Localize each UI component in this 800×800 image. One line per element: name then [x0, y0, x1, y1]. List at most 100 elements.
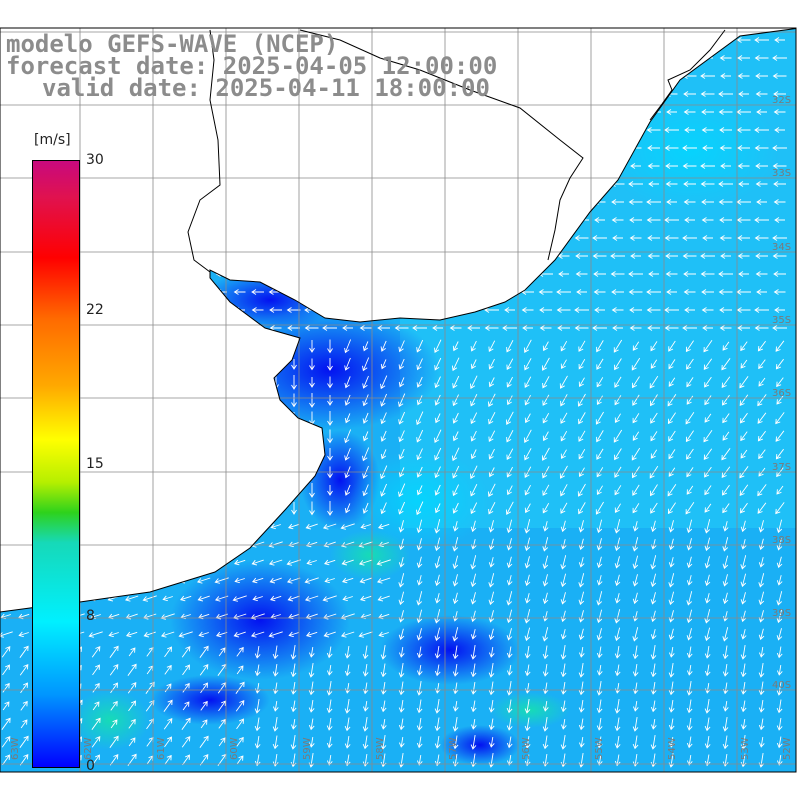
wind-arrow [702, 145, 713, 151]
wind-arrow [773, 271, 786, 277]
wind-arrow [309, 501, 315, 516]
wind-arrow [470, 682, 477, 695]
wind-arrow [668, 449, 676, 460]
wind-arrow [614, 485, 622, 496]
wind-arrow [327, 358, 333, 371]
wind-arrow [470, 629, 477, 640]
wind-arrow [685, 430, 694, 443]
colorbar-tick-15: 15 [86, 456, 104, 472]
wind-arrow [506, 538, 513, 551]
wind-arrow [684, 217, 695, 223]
wind-arrow [628, 271, 643, 277]
wind-arrow [578, 663, 585, 678]
wind-arrow [380, 430, 387, 442]
wind-arrow [488, 557, 495, 568]
wind-arrow [632, 682, 639, 695]
wind-arrow [434, 593, 441, 604]
wind-arrow [362, 375, 369, 389]
wind-arrow [776, 538, 783, 551]
wind-arrow [704, 646, 711, 659]
wind-arrow [484, 307, 499, 313]
wind-arrow [668, 340, 676, 352]
wind-arrow [398, 448, 405, 460]
wind-arrow [470, 719, 477, 730]
wind-arrow [1, 646, 11, 658]
wind-arrow [272, 735, 279, 750]
wind-arrow [754, 325, 769, 331]
wind-arrow [506, 376, 513, 388]
wind-arrow [452, 627, 459, 642]
wind-arrow [398, 681, 405, 696]
wind-arrow [524, 556, 531, 569]
wind-arrow [488, 377, 495, 388]
wind-arrow [740, 359, 748, 369]
wind-arrow [377, 595, 390, 602]
wind-arrow [664, 145, 679, 151]
wind-arrow [291, 393, 297, 408]
wind-arrow [434, 699, 441, 714]
wind-arrow [91, 646, 101, 658]
wind-arrow [434, 556, 441, 569]
wind-arrow [737, 253, 750, 259]
wind-arrow [218, 700, 226, 712]
wind-arrow [254, 699, 261, 714]
wind-arrow [755, 163, 768, 169]
wind-arrow [665, 181, 678, 187]
wind-arrow [632, 592, 639, 605]
wind-arrow [452, 375, 460, 389]
wind-arrow [506, 755, 513, 766]
wind-arrow [416, 339, 424, 353]
wind-arrow [682, 325, 697, 331]
wind-arrow [686, 609, 693, 624]
wind-arrow [309, 483, 315, 498]
wind-arrow [632, 717, 639, 732]
wind-arrow [756, 109, 767, 115]
wind-arrow [344, 394, 351, 406]
wind-arrow [776, 485, 784, 495]
wind-arrow [560, 719, 567, 730]
wind-arrow [758, 700, 765, 713]
wind-arrow [19, 645, 29, 658]
wind-arrow [740, 700, 747, 713]
wind-arrow [611, 199, 624, 205]
wind-arrow [163, 718, 173, 730]
wind-arrow [614, 358, 622, 371]
wind-arrow [326, 718, 333, 731]
wind-arrow [556, 307, 571, 313]
colorbar [32, 160, 80, 768]
wind-arrow [125, 631, 138, 638]
wind-arrow [290, 682, 297, 695]
wind-arrow [686, 665, 693, 676]
wind-arrow [470, 483, 478, 497]
wind-arrow [251, 307, 264, 313]
colorbar-unit: [m/s] [34, 132, 71, 148]
wind-arrow [269, 307, 282, 313]
wind-arrow [236, 755, 244, 765]
wind-arrow [578, 610, 585, 623]
wind-arrow [488, 340, 496, 353]
wind-arrow [629, 325, 642, 331]
wind-arrow [776, 699, 783, 714]
wind-arrow [198, 631, 209, 638]
wind-arrow [326, 665, 333, 676]
wind-arrow [308, 663, 315, 678]
wind-arrow [611, 289, 624, 295]
wind-arrow [596, 609, 603, 624]
wind-arrow [179, 595, 192, 602]
wind-arrow [470, 340, 477, 352]
wind-arrow [341, 577, 354, 584]
wind-arrow [434, 447, 442, 461]
wind-arrow [650, 573, 657, 588]
wind-arrow [398, 628, 405, 641]
wind-arrow [668, 359, 676, 370]
wind-arrow [308, 737, 315, 748]
wind-arrow [683, 289, 696, 295]
wind-arrow [758, 628, 765, 641]
wind-arrow [377, 577, 391, 584]
wind-arrow [612, 325, 623, 331]
wind-arrow [452, 341, 459, 352]
wind-arrow [218, 737, 226, 747]
wind-arrow [632, 341, 640, 351]
wind-arrow [614, 609, 621, 624]
wind-arrow [772, 145, 787, 151]
